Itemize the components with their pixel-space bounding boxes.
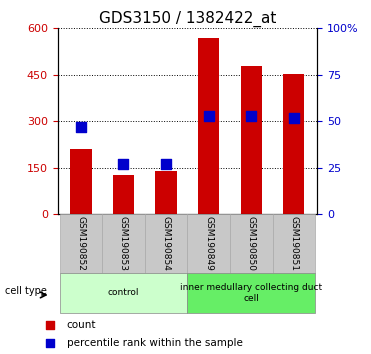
Point xyxy=(248,113,254,119)
Text: GSM190853: GSM190853 xyxy=(119,216,128,271)
Text: GSM190854: GSM190854 xyxy=(161,216,171,271)
FancyBboxPatch shape xyxy=(273,214,315,273)
Point xyxy=(163,161,169,167)
FancyBboxPatch shape xyxy=(60,273,187,313)
Text: GSM190850: GSM190850 xyxy=(247,216,256,271)
Point xyxy=(121,161,127,167)
Text: cell type: cell type xyxy=(4,286,46,296)
FancyBboxPatch shape xyxy=(102,214,145,273)
Title: GDS3150 / 1382422_at: GDS3150 / 1382422_at xyxy=(99,11,276,27)
Point xyxy=(291,115,297,120)
Point xyxy=(206,113,211,119)
Text: GSM190851: GSM190851 xyxy=(289,216,298,271)
Bar xyxy=(113,175,134,214)
Text: inner medullary collecting duct
cell: inner medullary collecting duct cell xyxy=(180,283,322,303)
FancyBboxPatch shape xyxy=(187,273,315,313)
Text: percentile rank within the sample: percentile rank within the sample xyxy=(67,338,243,348)
Bar xyxy=(155,171,177,214)
Bar xyxy=(240,66,262,214)
FancyBboxPatch shape xyxy=(60,214,102,273)
Bar xyxy=(70,149,92,214)
FancyBboxPatch shape xyxy=(187,214,230,273)
Text: control: control xyxy=(108,289,139,297)
Point xyxy=(78,124,84,130)
Point xyxy=(47,322,53,327)
Text: GSM190849: GSM190849 xyxy=(204,216,213,271)
Point xyxy=(47,340,53,346)
FancyBboxPatch shape xyxy=(230,214,273,273)
Bar xyxy=(198,38,219,214)
Bar xyxy=(283,74,305,214)
Text: count: count xyxy=(67,320,96,330)
Text: GSM190852: GSM190852 xyxy=(76,216,85,271)
FancyBboxPatch shape xyxy=(145,214,187,273)
